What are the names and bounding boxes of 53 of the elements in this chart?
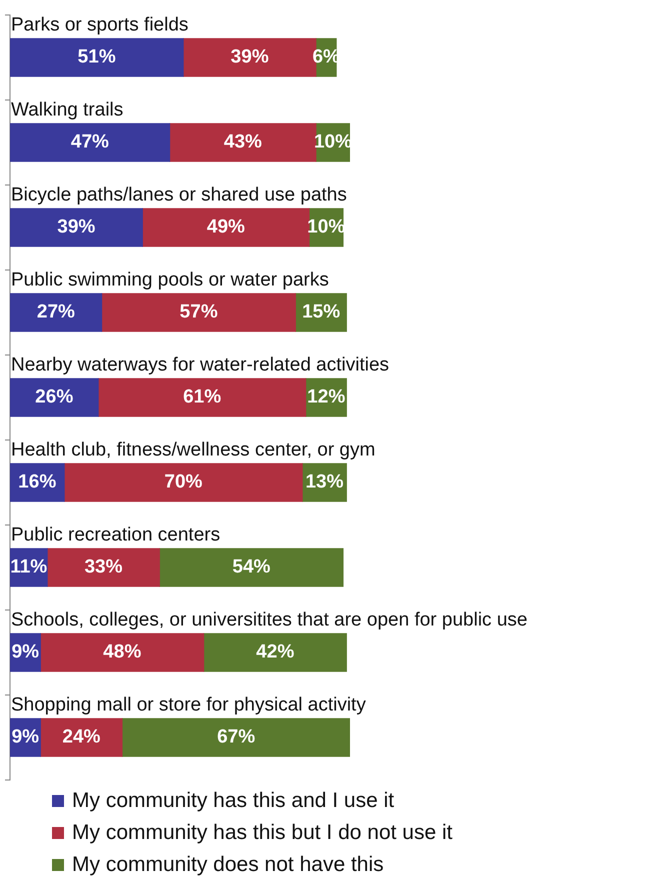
data-label: 51% (78, 46, 116, 68)
legend-label: My community does not have this (72, 853, 384, 877)
y-tick-label: Public swimming pools or water parks (11, 270, 329, 290)
data-label: 9% (12, 726, 40, 748)
bar (169, 123, 316, 162)
bar (64, 463, 303, 502)
data-label: 47% (70, 132, 110, 153)
bar (10, 293, 102, 332)
bar (142, 208, 310, 247)
data-label: 33% (84, 556, 123, 578)
data-label: 39% (230, 46, 269, 68)
bar (10, 208, 143, 247)
bar (40, 633, 204, 672)
y-tick-label: Walking trails (11, 100, 124, 120)
data-label: 11% (10, 556, 48, 578)
y-tick-label: Parks or sports fields (11, 14, 188, 36)
data-label: 54% (232, 556, 271, 578)
data-label: 16% (18, 472, 56, 493)
y-tick-label: Schools, colleges, or universitites that are open for public use (11, 610, 528, 630)
data-label: 24% (62, 726, 101, 748)
data-label: 9% (12, 642, 40, 663)
data-label: 70% (164, 472, 203, 493)
bar (10, 38, 184, 77)
legend-label: My community has this and I use it (72, 789, 394, 813)
data-label: 39% (57, 216, 96, 238)
data-label: 61% (183, 386, 222, 408)
bar (40, 718, 123, 757)
bar (159, 548, 344, 587)
bar (101, 293, 296, 332)
y-tick-label: Bicycle paths/lanes or shared use paths (11, 184, 347, 206)
data-label: 48% (103, 642, 142, 663)
bar (98, 378, 306, 417)
data-label: 26% (35, 386, 74, 408)
y-tick-label: Nearby waterways for water-related activities (11, 354, 390, 376)
legend-label: My community has this but I do not use it (72, 821, 453, 845)
data-label: 13% (305, 472, 344, 493)
data-label: 49% (206, 216, 246, 238)
data-label: 42% (256, 642, 294, 663)
data-label: 67% (217, 726, 256, 748)
data-label: 12% (307, 386, 346, 408)
data-label: 10% (314, 132, 352, 153)
bar (10, 378, 99, 417)
bar (10, 123, 170, 162)
data-label: 43% (224, 132, 262, 153)
data-label: 15% (302, 302, 340, 323)
data-label: 57% (180, 302, 218, 323)
bar (47, 548, 160, 587)
y-tick-label: Health club, fitness/wellness center, or gym (11, 440, 376, 460)
data-label: 27% (36, 302, 76, 323)
y-tick-label: Public recreation centers (11, 524, 220, 546)
y-tick-label: Shopping mall or store for physical activity (11, 694, 366, 716)
bar (203, 633, 347, 672)
bar (122, 718, 350, 757)
